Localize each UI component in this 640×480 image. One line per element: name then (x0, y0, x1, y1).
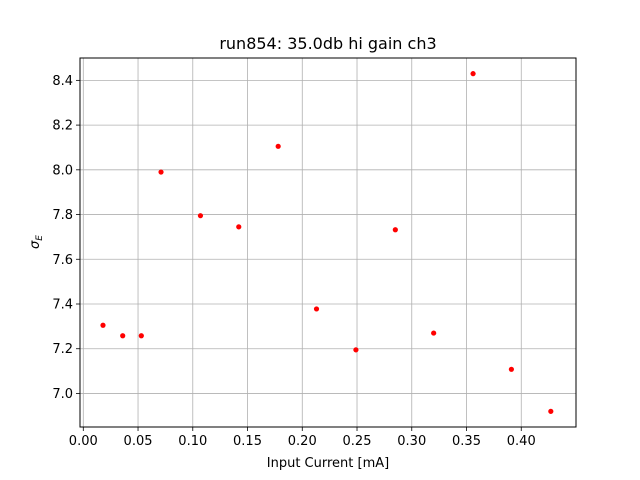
grid-lines (80, 58, 576, 427)
y-tick-label: 8.0 (52, 163, 73, 178)
y-tick-label: 8.4 (52, 74, 73, 89)
y-axis-ticks: 7.0 7.2 7.4 7.6 7.8 8.0 8.2 8.4 (52, 74, 80, 402)
x-tick-label: 0.10 (178, 434, 207, 449)
y-tick-label: 7.0 (52, 387, 73, 402)
data-point (138, 333, 144, 339)
y-axis-label-subscript: E (35, 235, 45, 241)
data-point (313, 306, 320, 312)
x-tick-label: 0.30 (397, 434, 426, 449)
x-tick-label: 0.15 (233, 434, 262, 449)
data-point (508, 366, 514, 372)
data-point (158, 169, 164, 175)
x-tick-label: 0.05 (124, 434, 153, 449)
plot-frame (79, 57, 577, 428)
data-point (275, 143, 281, 149)
x-axis-label: Input Current [mA] (267, 456, 389, 471)
data-point (120, 333, 126, 339)
data-point (353, 347, 359, 353)
y-tick-label: 8.2 (52, 119, 73, 134)
x-tick-label: 0.40 (507, 434, 536, 449)
data-point (431, 330, 437, 336)
y-tick-label: 7.6 (52, 253, 73, 268)
x-tick-label: 0.00 (69, 434, 98, 449)
data-point (470, 71, 476, 77)
y-axis-label: σE (28, 235, 45, 249)
data-point (100, 322, 106, 328)
x-axis-ticks: 0.00 0.05 0.10 0.15 0.20 0.25 0.30 0.35 0.40 (69, 427, 536, 449)
y-tick-label: 7.4 (52, 298, 73, 313)
x-tick-label: 0.20 (288, 434, 317, 449)
data-point (548, 408, 554, 414)
y-axis-label-symbol: σ (28, 240, 43, 249)
data-point (392, 227, 398, 233)
y-tick-label: 7.2 (52, 342, 73, 357)
data-point (236, 224, 242, 230)
x-tick-label: 0.25 (343, 434, 372, 449)
chart-title: run854: 35.0db hi gain ch3 (219, 34, 436, 53)
y-tick-label: 7.8 (52, 208, 73, 223)
data-points (100, 71, 554, 414)
x-tick-label: 0.35 (452, 434, 481, 449)
data-point (197, 213, 204, 219)
